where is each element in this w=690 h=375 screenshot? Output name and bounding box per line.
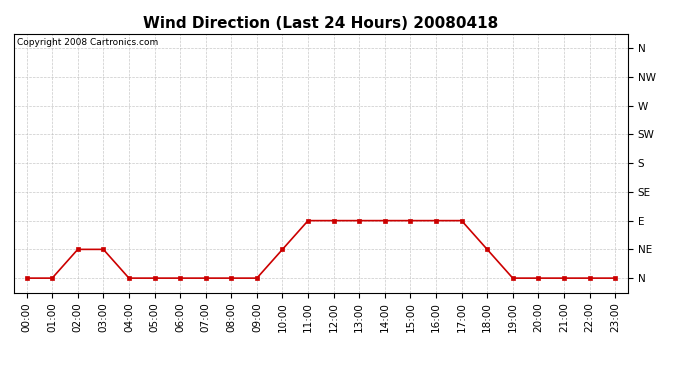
Title: Wind Direction (Last 24 Hours) 20080418: Wind Direction (Last 24 Hours) 20080418 (144, 16, 498, 31)
Text: Copyright 2008 Cartronics.com: Copyright 2008 Cartronics.com (17, 38, 158, 46)
